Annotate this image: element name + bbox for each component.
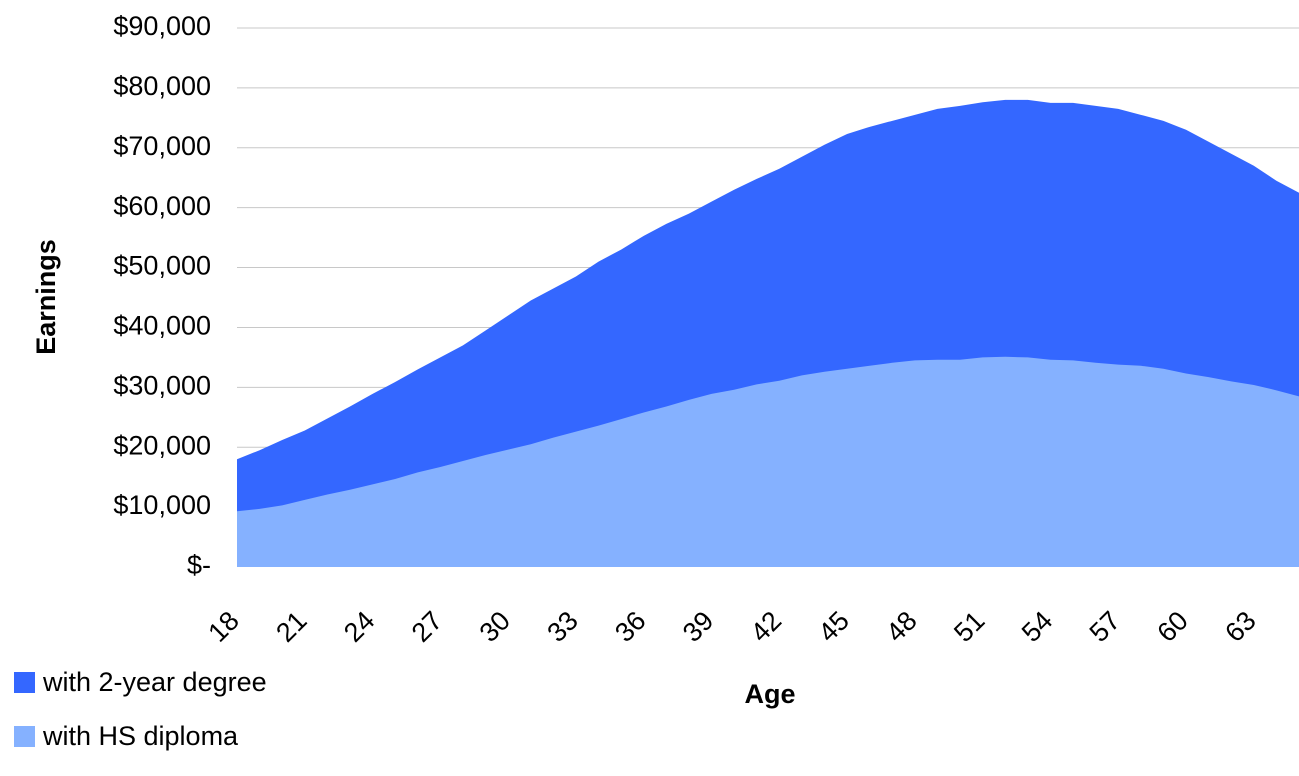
x-axis-title: Age <box>744 679 795 709</box>
x-axis-ticks: 18 21 24 27 30 33 36 39 42 45 48 51 54 57 60 63 <box>202 605 1261 647</box>
x-tick-label: 18 <box>202 605 244 647</box>
y-tick-label: $70,000 <box>113 131 211 161</box>
x-tick-label: 42 <box>745 605 787 647</box>
y-axis-ticks: $- $10,000 $20,000 $30,000 $40,000 $50,000 $60… <box>113 11 211 580</box>
legend-label-2-year-degree: with 2-year degree <box>43 666 267 697</box>
x-tick-label: 48 <box>880 605 922 647</box>
area-series-hs-diploma <box>237 356 1299 567</box>
x-tick-label: 63 <box>1219 605 1261 647</box>
y-tick-label: $80,000 <box>113 71 211 101</box>
y-tick-label: $20,000 <box>113 430 211 460</box>
x-tick-label: 54 <box>1016 605 1058 647</box>
legend-label-hs-diploma: with HS diploma <box>43 720 239 751</box>
legend-item-2-year-degree: with 2-year degree <box>14 666 267 697</box>
x-tick-label: 57 <box>1084 605 1126 647</box>
legend-item-hs-diploma: with HS diploma <box>14 720 267 751</box>
y-axis-title: Earnings <box>31 239 61 355</box>
area-chart: $- $10,000 $20,000 $30,000 $40,000 $50,000 $60… <box>31 11 1299 709</box>
legend-swatch-2-year-degree <box>14 671 35 693</box>
x-tick-label: 24 <box>338 605 380 647</box>
x-tick-label: 27 <box>406 605 448 647</box>
y-tick-label: $60,000 <box>113 191 211 221</box>
y-tick-label: $50,000 <box>113 251 211 281</box>
x-tick-label: 60 <box>1151 605 1193 647</box>
plot-areas <box>237 99 1299 567</box>
x-tick-label: 21 <box>270 605 312 647</box>
y-tick-label: $90,000 <box>113 11 211 41</box>
x-tick-label: 30 <box>474 605 516 647</box>
x-tick-label: 45 <box>813 605 855 647</box>
y-tick-label: $- <box>187 550 211 580</box>
x-tick-label: 39 <box>677 605 719 647</box>
y-tick-label: $30,000 <box>113 370 211 400</box>
x-tick-label: 36 <box>609 605 651 647</box>
y-tick-label: $10,000 <box>113 490 211 520</box>
x-tick-label: 51 <box>948 605 990 647</box>
y-tick-label: $40,000 <box>113 311 211 341</box>
x-tick-label: 33 <box>541 605 583 647</box>
legend: with 2-year degree with HS diploma <box>14 666 267 776</box>
legend-swatch-hs-diploma <box>14 725 35 747</box>
